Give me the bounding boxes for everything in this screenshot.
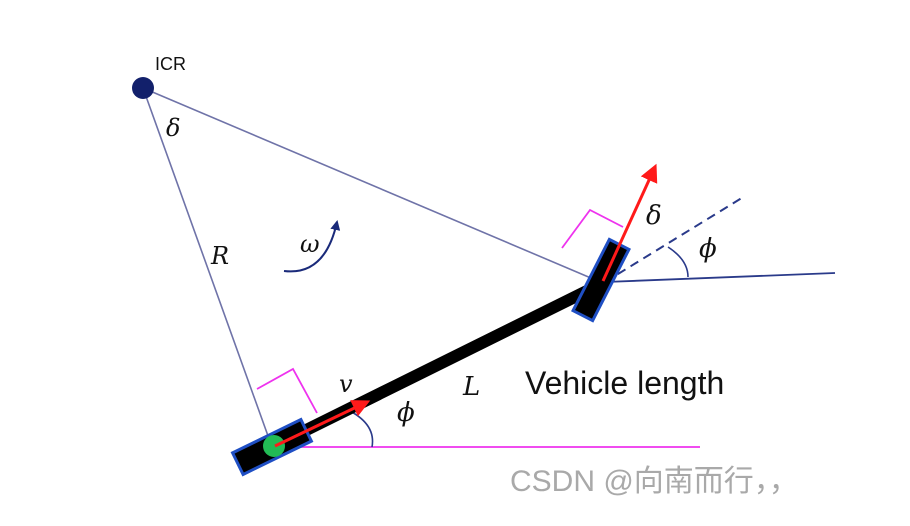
vehicle-length-caption: Vehicle length xyxy=(525,365,724,401)
rear-velocity-arrow xyxy=(274,400,371,448)
steering-angle-label-top: δ xyxy=(166,114,180,142)
front-horizontal-line xyxy=(604,272,836,283)
heading-angle-label-front: ϕ xyxy=(699,234,717,264)
front-velocity-arrow xyxy=(601,163,658,282)
front-heading-angle-arc xyxy=(667,246,689,278)
length-label: L xyxy=(462,372,480,402)
icr-point xyxy=(132,77,154,99)
front-right-angle-mark xyxy=(561,208,624,249)
radius-label: R xyxy=(210,242,229,270)
velocity-label: v xyxy=(339,370,353,398)
front-heading-dashed-line xyxy=(604,195,746,283)
radius-line xyxy=(142,87,273,448)
front-wheel xyxy=(571,237,631,323)
rear-axle-point xyxy=(263,435,285,457)
steering-angle-label-front: δ xyxy=(646,201,662,231)
icr-label: ICR xyxy=(155,54,186,74)
rear-right-angle-mark xyxy=(256,367,318,414)
angular-velocity-label: ω xyxy=(300,230,320,258)
watermark: CSDN @向南而行，， xyxy=(510,465,799,498)
angular-velocity-arrow xyxy=(283,220,341,273)
heading-angle-label-rear: ϕ xyxy=(397,398,415,428)
rear-heading-angle-arc xyxy=(349,410,374,448)
icr-front-line xyxy=(142,87,606,285)
